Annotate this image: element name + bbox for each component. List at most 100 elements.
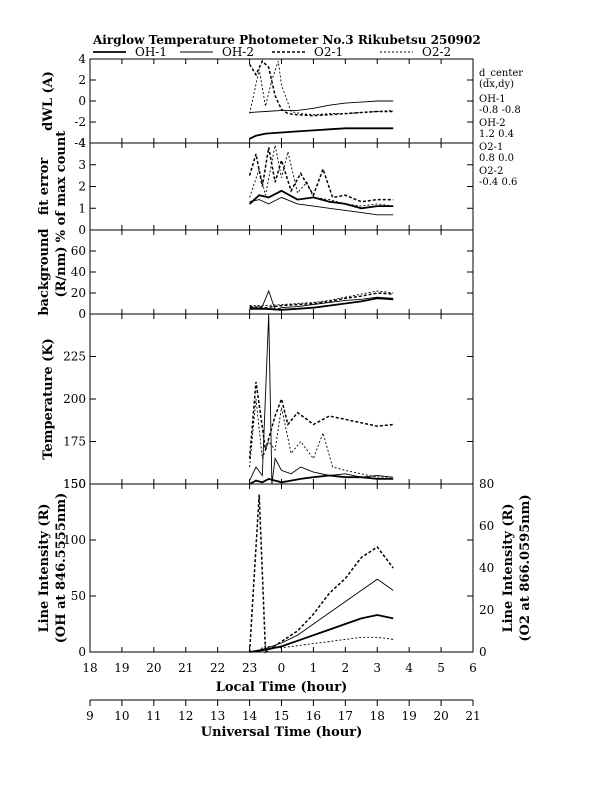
panel-frame-temp <box>89 313 474 485</box>
chart-title: Airglow Temperature Photometer No.3 Riku… <box>92 33 481 47</box>
xtick-label-ut: 10 <box>114 709 129 723</box>
panel-frame-fit <box>89 142 474 231</box>
xtick-label-local: 4 <box>405 661 413 675</box>
ytick-right-label-int: 80 <box>479 477 494 491</box>
xtick-label-local: 2 <box>342 661 350 675</box>
series-dwl-oh-2 <box>249 100 394 113</box>
series-bg-oh-2 <box>249 289 394 311</box>
xtick-label-local: 22 <box>210 661 225 675</box>
dcenter-header: d_center <box>479 68 523 79</box>
xtick-label-ut: 17 <box>338 709 353 723</box>
xtick-label-ut: 9 <box>86 709 94 723</box>
ytick-label-dwl: 2 <box>78 73 86 87</box>
ytick-label-bg: 60 <box>71 244 86 258</box>
ylabel-int: (OH at 846.5555nm) <box>54 493 69 643</box>
ytick-label-fit: 3 <box>78 158 86 172</box>
xtick-label-ut: 21 <box>465 709 480 723</box>
ylabel-bg: (R/nm) <box>54 246 69 297</box>
legend-label-oh-2: OH-2 <box>222 45 254 59</box>
ytick-label-bg: 20 <box>71 286 86 300</box>
xtick-label-ut: 11 <box>146 709 161 723</box>
series-dwl-o2-2 <box>249 60 394 116</box>
ytick-label-dwl: -2 <box>74 115 86 129</box>
legend: OH-1 OH-2 O2-1 O2-2 <box>93 45 451 59</box>
dcenter-sub: (dx,dy) <box>479 79 514 90</box>
ylabel-bg: background <box>37 228 52 315</box>
dcenter-name-oh-2: OH-2 <box>479 118 506 129</box>
xtick-label-ut: 13 <box>210 709 225 723</box>
dcenter-name-o2-2: O2-2 <box>479 166 503 177</box>
series-fit-oh-2 <box>249 196 394 216</box>
series-int-o2-1 <box>248 494 394 654</box>
dcenter-values-o2-2: -0.4 0.6 <box>479 177 517 188</box>
ylabel-temp: Temperature (K) <box>41 338 56 460</box>
ylabel-int: Line Intensity (R) <box>37 503 52 632</box>
panel-fit: 4 3 2 1 0 fit error% of max count <box>37 131 474 243</box>
ytick-label-dwl: 0 <box>78 94 86 108</box>
panel-frame-dwl <box>89 58 474 144</box>
xtick-label-ut: 20 <box>433 709 448 723</box>
dcenter-name-o2-1: O2-1 <box>479 142 503 153</box>
series-temp-o2-2 <box>249 398 394 478</box>
ytick-label-int: 50 <box>71 589 86 603</box>
dcenter-values-o2-1: 0.8 0.0 <box>479 153 514 164</box>
xtick-label-local: 18 <box>82 661 97 675</box>
xtick-label-ut: 18 <box>370 709 385 723</box>
series-bg-o2-1 <box>249 292 394 309</box>
series-temp-oh-2 <box>249 313 394 485</box>
series-temp-oh-1 <box>249 474 394 485</box>
series-bg-o2-2 <box>249 290 394 307</box>
xtick-label-local: 21 <box>178 661 193 675</box>
legend-label-o2-2: O2-2 <box>422 45 451 59</box>
d-center-annotation: d_center(dx,dy) OH-1-0.8 -0.8 OH-21.2 0.4 O… <box>479 68 523 188</box>
ytick-label-bg: 40 <box>71 265 86 279</box>
xtick-label-ut: 15 <box>274 709 289 723</box>
ytick-label-temp: 200 <box>63 392 86 406</box>
xlabel-local: Local Time (hour) <box>216 680 348 695</box>
series-dwl-oh-1 <box>249 127 394 140</box>
series-bg-oh-1 <box>249 297 394 311</box>
panel-temp: 225 200 175 150 Temperature (K) <box>41 313 474 491</box>
series-fit-o2-2 <box>249 145 394 207</box>
ytick-right-label-int: 60 <box>479 519 494 533</box>
series-fit-o2-1 <box>248 147 394 203</box>
series-int-oh-1 <box>249 614 394 653</box>
series-fit-oh-1 <box>248 189 394 210</box>
ylabel-fit: % of max count <box>54 131 69 243</box>
series-int-oh-2 <box>249 578 394 653</box>
xtick-label-local: 19 <box>114 661 129 675</box>
series-temp-o2-1 <box>248 381 394 459</box>
ytick-label-fit: 0 <box>78 223 86 237</box>
ytick-right-label-int: 20 <box>479 603 494 617</box>
series-int-o2-2 <box>249 636 394 653</box>
ytick-label-bg: 0 <box>78 307 86 321</box>
ytick-label-dwl: 4 <box>78 52 86 66</box>
ytick-label-int: 150 <box>63 477 86 491</box>
ylabel-dwl: dWL (A) <box>41 71 56 131</box>
ylabel-right-int: (O2 at 866.0595nm) <box>518 494 533 641</box>
xtick-label-local: 20 <box>146 661 161 675</box>
xlabel-ut: Universal Time (hour) <box>201 725 363 740</box>
ytick-label-temp: 150 <box>63 477 86 491</box>
ytick-label-fit: 2 <box>78 180 86 194</box>
panel-bg: 60 40 20 0 background (R/nm) <box>37 228 474 321</box>
xtick-label-ut: 16 <box>306 709 321 723</box>
legend-label-o2-1: O2-1 <box>314 45 343 59</box>
panel-frame-bg <box>89 229 474 315</box>
xtick-label-local: 5 <box>437 661 445 675</box>
xtick-label-local: 6 <box>469 661 477 675</box>
ytick-right-label-int: 40 <box>479 561 494 575</box>
dcenter-name-oh-1: OH-1 <box>479 94 506 105</box>
ytick-label-int: 100 <box>63 533 86 547</box>
xtick-label-ut: 19 <box>402 709 417 723</box>
xtick-label-local: 0 <box>278 661 286 675</box>
ytick-label-fit: 4 <box>78 136 86 150</box>
ytick-right-label-int: 0 <box>479 645 487 659</box>
ytick-label-int: 0 <box>78 645 86 659</box>
xtick-label-local: 3 <box>373 661 381 675</box>
xtick-label-ut: 14 <box>242 709 258 723</box>
ylabel-right-int: Line Intensity (R) <box>501 503 516 632</box>
